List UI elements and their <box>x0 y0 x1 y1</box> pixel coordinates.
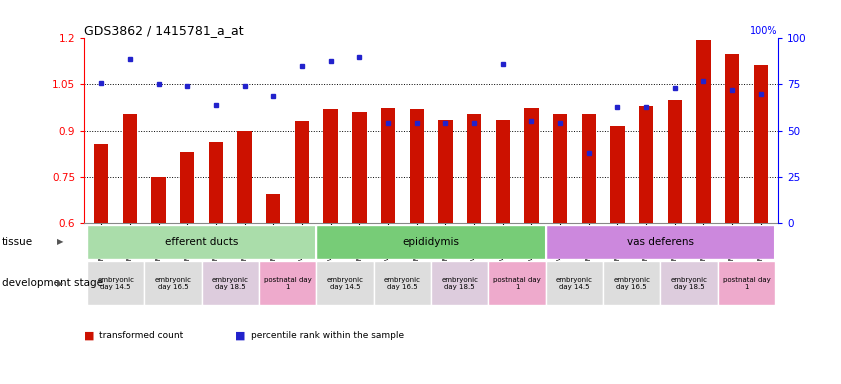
Bar <box>87 225 316 259</box>
Text: embryonic
day 16.5: embryonic day 16.5 <box>383 277 420 290</box>
Bar <box>324 109 338 223</box>
Bar <box>87 261 145 305</box>
Bar <box>295 121 309 223</box>
Text: efferent ducts: efferent ducts <box>165 237 238 247</box>
Bar <box>467 114 481 223</box>
Bar <box>611 126 625 223</box>
Text: tissue: tissue <box>2 237 33 247</box>
Bar <box>373 261 431 305</box>
Bar <box>259 261 316 305</box>
Text: embryonic
day 14.5: embryonic day 14.5 <box>98 277 134 290</box>
Bar <box>316 225 546 259</box>
Text: transformed count: transformed count <box>99 331 183 341</box>
Text: postnatal day
1: postnatal day 1 <box>493 277 541 290</box>
Text: ▶: ▶ <box>57 279 64 288</box>
Text: epididymis: epididymis <box>403 237 459 247</box>
Text: development stage: development stage <box>2 278 103 288</box>
Bar <box>489 261 546 305</box>
Bar <box>696 40 711 223</box>
Bar <box>123 114 137 223</box>
Bar <box>495 120 510 223</box>
Text: postnatal day
1: postnatal day 1 <box>264 277 311 290</box>
Bar <box>717 261 775 305</box>
Text: embryonic
day 18.5: embryonic day 18.5 <box>670 277 707 290</box>
Bar <box>546 225 775 259</box>
Bar <box>237 131 251 223</box>
Bar <box>431 261 489 305</box>
Bar <box>381 108 395 223</box>
Bar <box>316 261 373 305</box>
Text: embryonic
day 14.5: embryonic day 14.5 <box>326 277 363 290</box>
Text: postnatal day
1: postnatal day 1 <box>722 277 770 290</box>
Text: percentile rank within the sample: percentile rank within the sample <box>251 331 404 341</box>
Text: embryonic
day 18.5: embryonic day 18.5 <box>442 277 479 290</box>
Text: embryonic
day 18.5: embryonic day 18.5 <box>212 277 249 290</box>
Text: 100%: 100% <box>750 26 778 36</box>
Bar <box>202 261 259 305</box>
Bar <box>603 261 660 305</box>
Text: embryonic
day 14.5: embryonic day 14.5 <box>556 277 593 290</box>
Text: ■: ■ <box>235 331 246 341</box>
Bar <box>553 114 567 223</box>
Bar <box>145 261 202 305</box>
Bar <box>410 109 424 223</box>
Bar <box>660 261 717 305</box>
Bar <box>754 65 768 223</box>
Bar <box>438 120 452 223</box>
Text: ■: ■ <box>84 331 94 341</box>
Text: ▶: ▶ <box>57 237 64 247</box>
Bar <box>180 152 194 223</box>
Bar <box>151 177 166 223</box>
Bar <box>725 54 739 223</box>
Bar <box>209 142 223 223</box>
Bar <box>524 108 538 223</box>
Bar <box>668 100 682 223</box>
Text: GDS3862 / 1415781_a_at: GDS3862 / 1415781_a_at <box>84 24 244 37</box>
Text: embryonic
day 16.5: embryonic day 16.5 <box>613 277 650 290</box>
Text: vas deferens: vas deferens <box>627 237 694 247</box>
Bar <box>581 114 596 223</box>
Bar <box>266 194 281 223</box>
Bar <box>94 144 108 223</box>
Bar <box>546 261 603 305</box>
Text: embryonic
day 16.5: embryonic day 16.5 <box>155 277 192 290</box>
Bar <box>639 106 653 223</box>
Bar <box>352 112 367 223</box>
